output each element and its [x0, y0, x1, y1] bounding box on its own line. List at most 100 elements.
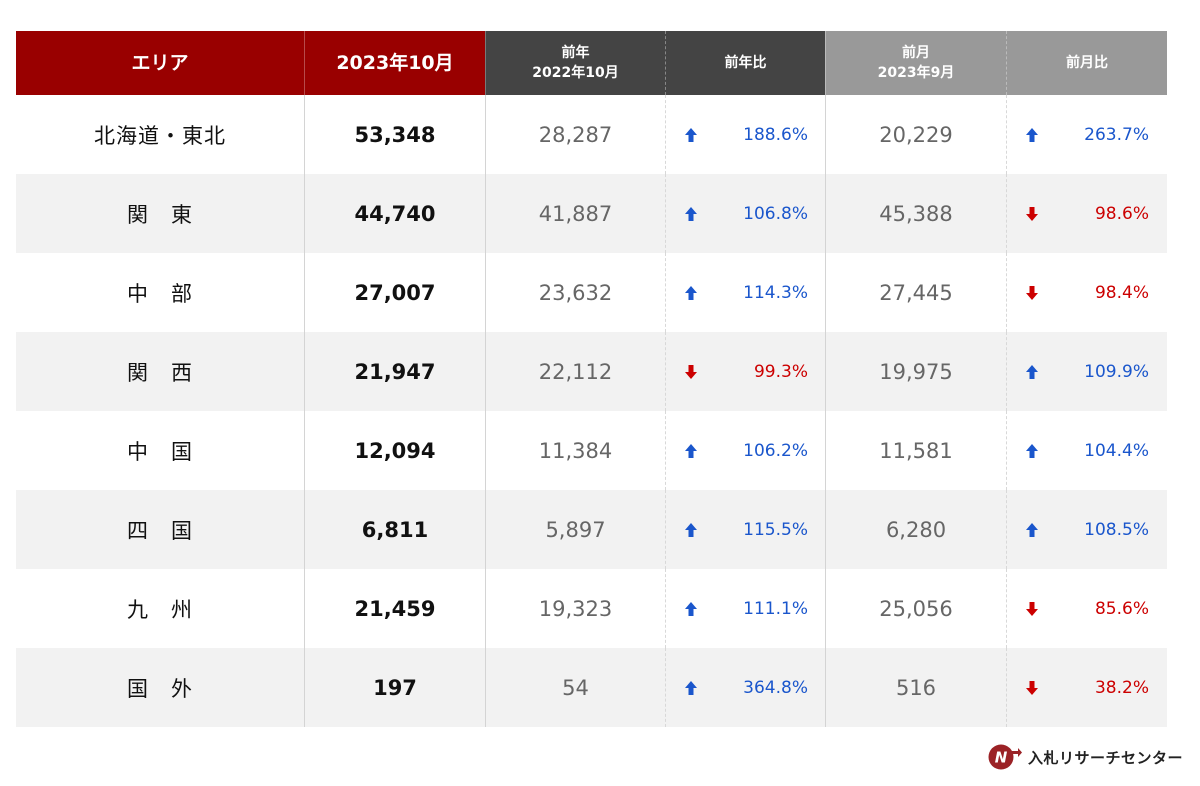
table-row: 関 東 44,740 41,887 106.8% 45,388 98.6%: [16, 174, 1167, 253]
mom-value: 108.5%: [1084, 519, 1149, 540]
table-row: 国 外 197 54 364.8% 516 38.2%: [16, 648, 1167, 727]
mom-value: 98.6%: [1094, 203, 1149, 224]
prev-year-value: 22,112: [538, 359, 613, 384]
area-cell: 中 部: [16, 253, 304, 332]
area-label: 北海道・東北: [94, 123, 226, 148]
prev-year-cell: 23,632: [485, 253, 665, 332]
prev-month-value: 25,056: [879, 596, 953, 621]
arrow-up-icon: [685, 206, 697, 221]
current-cell: 21,947: [304, 332, 485, 411]
area-label: 四 国: [127, 518, 193, 543]
header-prev-month-line1: 前月: [902, 45, 930, 61]
prev-month-cell: 11,581: [825, 411, 1006, 490]
header-prev-month-line2: 2023年9月: [877, 65, 955, 81]
header-area: エリア: [16, 31, 304, 95]
mom-cell: 98.6%: [1006, 174, 1167, 253]
current-value: 6,811: [361, 517, 429, 542]
yoy-cell: 364.8%: [665, 648, 825, 727]
prev-year-value: 5,897: [545, 517, 606, 542]
mom-cell: 38.2%: [1006, 648, 1167, 727]
prev-year-cell: 28,287: [485, 95, 665, 174]
current-value: 21,947: [354, 359, 436, 384]
prev-year-cell: 5,897: [485, 490, 665, 569]
current-value: 12,094: [354, 438, 436, 463]
prev-year-value: 23,632: [538, 280, 613, 305]
current-cell: 12,094: [304, 411, 485, 490]
company-logo: N 入札リサーチセンター: [988, 743, 1183, 771]
prev-month-value: 27,445: [879, 280, 953, 305]
mom-value: 38.2%: [1094, 677, 1149, 698]
area-label: 中 国: [127, 439, 193, 464]
header-yoy: 前年比: [665, 31, 825, 95]
header-area-label: エリア: [131, 52, 189, 74]
header-mom-label: 前月比: [1066, 55, 1108, 71]
yoy-value: 111.1%: [743, 598, 808, 619]
prev-year-cell: 22,112: [485, 332, 665, 411]
area-cell: 九 州: [16, 569, 304, 648]
area-label: 関 西: [127, 360, 193, 385]
table-row: 関 西 21,947 22,112 99.3% 19,975 109.9%: [16, 332, 1167, 411]
yoy-cell: 106.8%: [665, 174, 825, 253]
table-header-row: エリア 2023年10月 前年 2022年10月 前年比 前月 2023年9月 …: [16, 31, 1167, 95]
arrow-down-icon: [1026, 285, 1038, 300]
prev-month-cell: 25,056: [825, 569, 1006, 648]
prev-year-cell: 11,384: [485, 411, 665, 490]
yoy-cell: 99.3%: [665, 332, 825, 411]
current-cell: 197: [304, 648, 485, 727]
area-label: 中 部: [127, 281, 193, 306]
mom-cell: 108.5%: [1006, 490, 1167, 569]
prev-year-cell: 54: [485, 648, 665, 727]
area-label: 国 外: [127, 676, 193, 701]
area-cell: 中 国: [16, 411, 304, 490]
prev-year-cell: 19,323: [485, 569, 665, 648]
logo-text: 入札リサーチセンター: [1028, 748, 1184, 767]
header-prev-month: 前月 2023年9月: [825, 31, 1006, 95]
header-mom: 前月比: [1006, 31, 1167, 95]
nr-logo-icon: N: [988, 744, 1022, 770]
mom-value: 104.4%: [1084, 440, 1149, 461]
area-cell: 国 外: [16, 648, 304, 727]
yoy-value: 188.6%: [743, 124, 808, 145]
arrow-up-icon: [1026, 522, 1038, 537]
prev-year-cell: 41,887: [485, 174, 665, 253]
header-prev-year: 前年 2022年10月: [485, 31, 665, 95]
prev-month-value: 19,975: [879, 359, 953, 384]
prev-year-value: 11,384: [538, 438, 613, 463]
yoy-cell: 115.5%: [665, 490, 825, 569]
area-cell: 四 国: [16, 490, 304, 569]
current-value: 44,740: [354, 201, 436, 226]
current-cell: 53,348: [304, 95, 485, 174]
mom-cell: 263.7%: [1006, 95, 1167, 174]
prev-month-value: 45,388: [879, 201, 953, 226]
prev-month-cell: 27,445: [825, 253, 1006, 332]
prev-month-value: 20,229: [879, 122, 953, 147]
mom-value: 98.4%: [1094, 282, 1149, 303]
arrow-up-icon: [1026, 127, 1038, 142]
svg-text:N: N: [995, 749, 1008, 767]
arrow-up-icon: [685, 522, 697, 537]
yoy-value: 364.8%: [743, 677, 808, 698]
arrow-down-icon: [1026, 601, 1038, 616]
table-row: 北海道・東北 53,348 28,287 188.6% 20,229 263.7…: [16, 95, 1167, 174]
prev-month-value: 6,280: [885, 517, 947, 542]
prev-month-value: 516: [895, 675, 937, 700]
current-cell: 21,459: [304, 569, 485, 648]
arrow-up-icon: [685, 680, 697, 695]
arrow-up-icon: [1026, 364, 1038, 379]
header-prev-year-line2: 2022年10月: [532, 65, 619, 81]
arrow-up-icon: [1026, 443, 1038, 458]
prev-year-value: 28,287: [538, 122, 613, 147]
regional-comparison-table: エリア 2023年10月 前年 2022年10月 前年比 前月 2023年9月 …: [16, 31, 1167, 727]
area-label: 九 州: [127, 597, 193, 622]
header-current-label: 2023年10月: [336, 52, 454, 74]
prev-month-value: 11,581: [879, 438, 953, 463]
current-value: 197: [373, 675, 417, 700]
arrow-up-icon: [685, 601, 697, 616]
current-value: 53,348: [354, 122, 436, 147]
area-label: 関 東: [127, 202, 193, 227]
area-cell: 関 東: [16, 174, 304, 253]
prev-year-value: 41,887: [538, 201, 613, 226]
prev-month-cell: 45,388: [825, 174, 1006, 253]
area-cell: 関 西: [16, 332, 304, 411]
table-row: 九 州 21,459 19,323 111.1% 25,056 85.6%: [16, 569, 1167, 648]
